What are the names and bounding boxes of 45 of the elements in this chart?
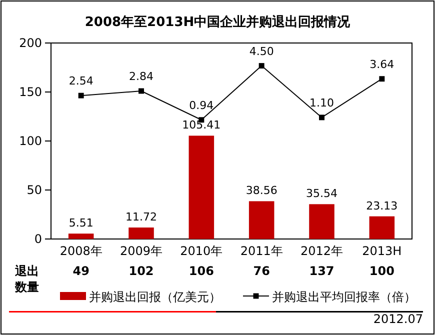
- bar: [68, 234, 94, 239]
- legend-label: 并购退出平均回报率（倍）: [272, 290, 416, 304]
- data-label: 3.64: [370, 58, 394, 71]
- point: [319, 114, 324, 120]
- text: 49: [72, 264, 90, 278]
- x-tick-label: 2012年: [300, 244, 344, 258]
- text: 137: [309, 264, 334, 278]
- text: 102: [128, 264, 154, 278]
- x-tick-label: 2010年: [180, 244, 223, 258]
- x-tick-label: 2013H: [362, 244, 402, 258]
- data-label: 11.72: [126, 210, 157, 224]
- data-label: 0.94: [189, 98, 214, 112]
- data-label: 1.10: [310, 96, 334, 110]
- point: [78, 92, 84, 98]
- y-tick-label: 100: [19, 134, 42, 148]
- data-label: 35.54: [306, 187, 338, 200]
- data-label: 2.84: [129, 70, 154, 84]
- x-tick-label: 2009年: [120, 244, 163, 258]
- text: 76: [253, 264, 270, 278]
- x-tick-label: 2008年: [60, 244, 102, 258]
- point: [138, 88, 144, 94]
- x-tick-label: 2011年: [240, 244, 283, 258]
- data-label: 38.56: [246, 184, 278, 198]
- chart-title: 2008年至2013H中国企业并购退出回报情况: [84, 14, 352, 30]
- data-label: 2.54: [68, 74, 94, 88]
- text: 100: [369, 264, 394, 278]
- text: 106: [188, 264, 214, 278]
- text: 2012.07: [373, 312, 423, 326]
- bar: [369, 216, 395, 239]
- point: [379, 76, 385, 82]
- y-tick-label: 200: [19, 36, 42, 50]
- bar: [248, 201, 274, 239]
- data-label: 105.41: [182, 118, 221, 132]
- data-label: 5.51: [68, 216, 94, 230]
- legend-label: 并购退出回报（亿美元）: [89, 290, 221, 304]
- bar: [309, 204, 334, 239]
- bar: [128, 228, 154, 239]
- data-label: 23.13: [366, 199, 398, 212]
- y-tick-label: 150: [19, 84, 42, 99]
- bar: [188, 136, 214, 239]
- text: 退出数量: [14, 264, 39, 294]
- y-tick-label: 0: [34, 232, 42, 246]
- point: [258, 63, 264, 69]
- data-label: 4.50: [249, 44, 274, 58]
- y-tick-label: 50: [26, 182, 42, 197]
